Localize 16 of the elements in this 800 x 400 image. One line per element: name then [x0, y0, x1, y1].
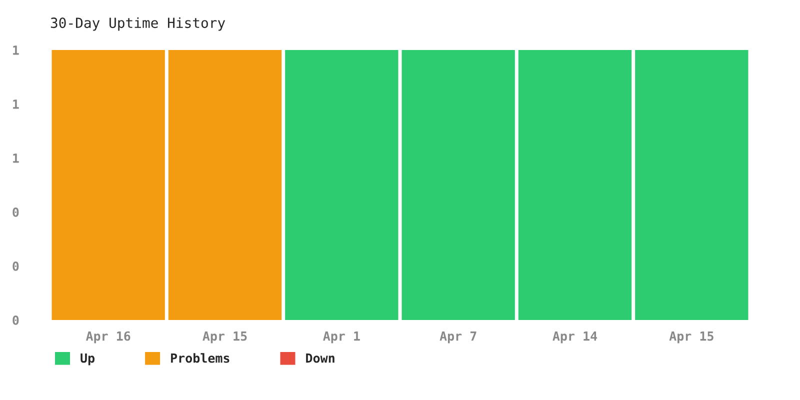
- x-tick-label: Apr 15: [202, 331, 247, 344]
- x-tick-label: Apr 14: [552, 331, 598, 344]
- y-tick-label: 1: [13, 100, 19, 109]
- x-tick-label: Apr 15: [669, 331, 714, 344]
- legend-label: Up: [80, 354, 94, 366]
- legend-label: Problems: [171, 353, 230, 363]
- y-tick-label: 1: [13, 154, 19, 163]
- y-tick-label: 0: [12, 207, 19, 217]
- x-tick-label: Apr 16: [86, 331, 130, 344]
- x-tick-label: Apr 7: [440, 331, 476, 344]
- y-tick-label: 0: [12, 261, 19, 271]
- y-tick-label: 1: [13, 46, 19, 55]
- x-tick-label: Apr 1: [323, 331, 360, 344]
- chart-title: 30-Day Uptime History: [50, 17, 226, 31]
- legend-label: Down: [306, 354, 334, 363]
- y-tick-label: 0: [12, 315, 19, 325]
